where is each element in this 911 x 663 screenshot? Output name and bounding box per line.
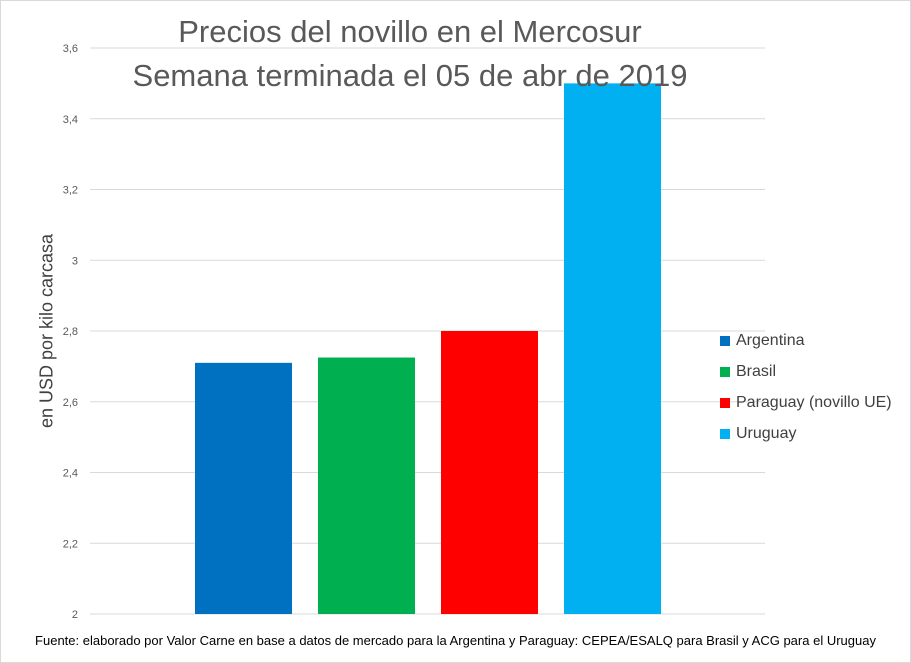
y-tick-label: 2,2 xyxy=(63,538,78,550)
legend-swatch-argentina xyxy=(720,335,730,346)
chart-title-line-2: Semana terminada el 05 de abr de 2019 xyxy=(132,58,688,93)
source-note: Fuente: elaborado por Valor Carne en bas… xyxy=(35,633,876,648)
y-tick-label: 2,6 xyxy=(63,397,78,409)
y-tick-label: 3,6 xyxy=(63,43,78,55)
y-tick-label: 2,4 xyxy=(63,468,78,480)
legend-label-brasil: Brasil xyxy=(736,362,777,380)
legend-swatch-paraguay xyxy=(720,397,730,408)
y-tick-label: 2 xyxy=(72,609,78,621)
legend-item-paraguay: Paraguay (novillo UE) xyxy=(720,387,892,418)
y-tick-label: 3,2 xyxy=(63,185,78,197)
y-axis-label: en USD por kilo carcasa xyxy=(36,233,57,429)
legend-swatch-uruguay xyxy=(720,428,730,439)
y-axis-ticks: 2 2,2 2,4 2,6 2,8 3 3,2 3,4 3,6 xyxy=(63,43,78,621)
legend-label-uruguay: Uruguay xyxy=(736,424,797,442)
bar-paraguay xyxy=(441,331,538,614)
bar-uruguay xyxy=(564,83,661,614)
legend-item-uruguay: Uruguay xyxy=(720,418,892,449)
bars xyxy=(195,83,661,614)
y-tick-label: 3,4 xyxy=(63,114,78,126)
y-tick-label: 2,8 xyxy=(63,326,78,338)
bar-brasil xyxy=(318,357,415,614)
gridlines xyxy=(90,47,765,615)
legend-label-paraguay: Paraguay (novillo UE) xyxy=(736,393,892,411)
y-tick-label: 3 xyxy=(72,255,78,267)
legend-label-argentina: Argentina xyxy=(736,331,805,349)
legend: Argentina Brasil Paraguay (novillo UE) U… xyxy=(720,325,892,449)
legend-item-brasil: Brasil xyxy=(720,356,892,387)
bar-argentina xyxy=(195,362,292,614)
legend-swatch-brasil xyxy=(720,366,730,377)
chart-title-line-1: Precios del novillo en el Mercosur xyxy=(178,14,642,49)
legend-item-argentina: Argentina xyxy=(720,325,892,356)
